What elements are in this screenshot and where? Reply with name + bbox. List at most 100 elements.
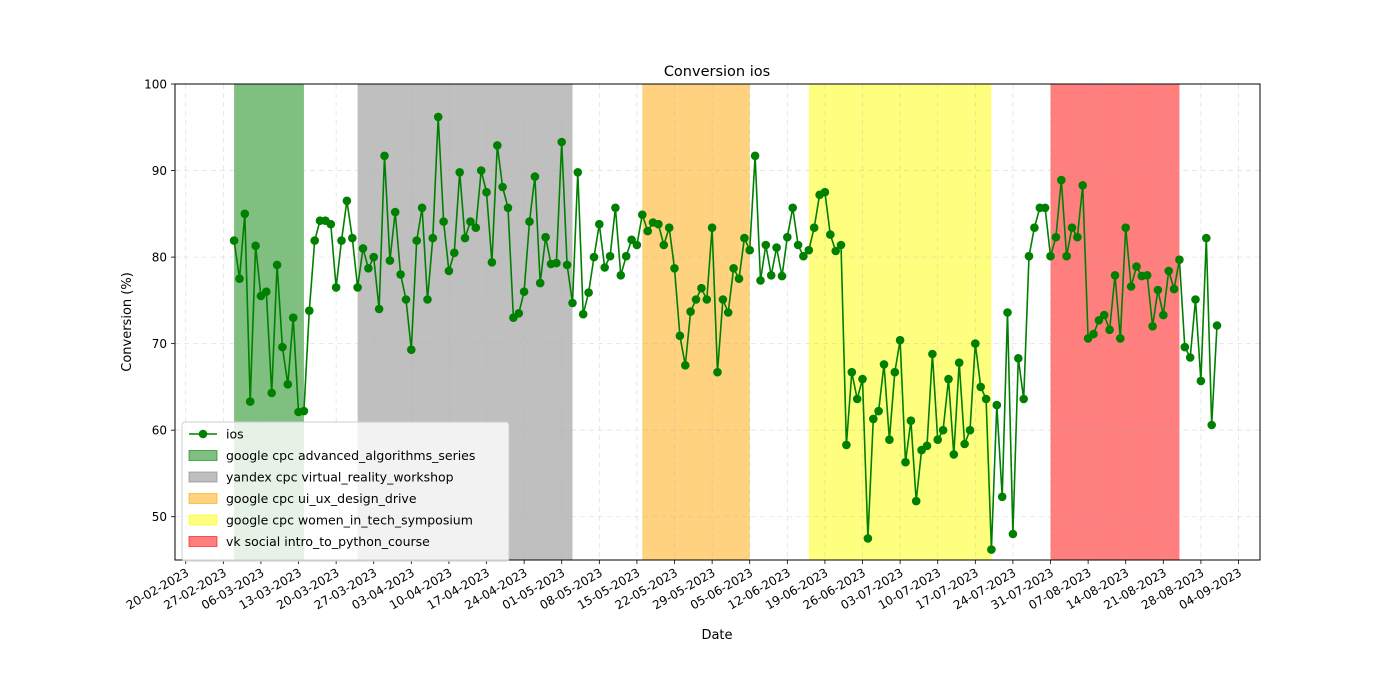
data-point — [879, 360, 889, 369]
data-point — [670, 264, 679, 273]
data-point — [525, 217, 534, 226]
data-point — [729, 264, 738, 273]
data-point — [450, 248, 459, 258]
data-point — [1046, 251, 1055, 261]
data-point — [1073, 232, 1082, 242]
data-point — [702, 295, 712, 304]
data-point — [455, 168, 465, 177]
data-point — [310, 236, 320, 245]
data-point — [428, 233, 438, 243]
data-point — [235, 274, 244, 284]
data-point — [1212, 321, 1222, 330]
data-point — [664, 223, 674, 232]
data-point — [718, 295, 728, 304]
data-point — [1164, 266, 1173, 276]
data-point — [1121, 223, 1130, 232]
data-point — [1094, 316, 1104, 325]
data-point — [654, 219, 663, 229]
data-point — [541, 232, 550, 242]
data-point — [1185, 353, 1195, 362]
data-point — [229, 236, 239, 245]
data-point — [852, 394, 862, 404]
data-point — [756, 276, 765, 285]
data-point — [740, 233, 749, 243]
data-point — [772, 243, 781, 252]
data-point — [643, 226, 652, 236]
data-point — [262, 287, 271, 297]
data-point — [573, 168, 583, 177]
data-point — [922, 441, 932, 451]
data-point — [251, 241, 260, 251]
data-point — [611, 203, 620, 213]
data-point — [1019, 394, 1028, 404]
data-point — [1207, 420, 1216, 430]
data-point — [675, 331, 685, 341]
data-point — [890, 367, 900, 377]
data-point — [1024, 251, 1034, 261]
data-point — [530, 172, 540, 181]
data-point — [552, 258, 561, 268]
legend-label: google cpc advanced_algorithms_series — [226, 448, 475, 463]
data-point — [885, 435, 894, 445]
data-point — [858, 374, 867, 384]
data-point — [992, 400, 1002, 410]
data-point — [578, 309, 588, 319]
data-point — [444, 266, 454, 276]
data-point — [954, 358, 964, 368]
data-point — [1051, 232, 1061, 242]
data-point — [1110, 271, 1120, 280]
x-axis-label: Date — [701, 628, 732, 643]
data-point — [809, 223, 819, 232]
data-point — [863, 534, 873, 543]
data-point — [283, 380, 293, 389]
legend-label: vk social intro_to_python_course — [226, 534, 430, 549]
data-point — [906, 416, 916, 426]
data-point — [659, 240, 669, 250]
data-point — [761, 240, 771, 250]
data-point — [981, 394, 991, 404]
data-point — [493, 141, 502, 150]
data-point — [691, 295, 701, 304]
legend-band-swatch — [188, 514, 218, 526]
data-point — [1062, 251, 1071, 261]
data-point — [401, 295, 411, 304]
data-point — [734, 274, 744, 284]
y-tick-label: 70 — [152, 337, 167, 351]
data-point — [417, 203, 427, 213]
y-axis: 50 60 70 80 90 100 — [144, 78, 175, 524]
legend-band-swatch — [188, 471, 218, 483]
data-point — [723, 308, 733, 317]
data-point — [390, 207, 400, 217]
data-point — [514, 309, 524, 318]
campaign-band — [808, 84, 992, 560]
data-point — [1116, 334, 1125, 343]
data-point — [1105, 325, 1114, 335]
data-point — [697, 283, 706, 293]
data-point — [842, 440, 851, 450]
legend-label: google cpc women_in_tech_symposium — [226, 513, 473, 528]
data-point — [971, 339, 980, 348]
data-point — [933, 435, 942, 445]
y-axis-label: Conversion (%) — [120, 272, 135, 372]
data-point — [681, 361, 690, 370]
legend-band-swatch — [188, 450, 218, 461]
legend-box — [181, 421, 510, 562]
data-point — [804, 245, 814, 255]
data-point — [1169, 284, 1179, 294]
data-point — [562, 260, 572, 270]
data-point — [928, 349, 937, 359]
data-point — [1175, 255, 1184, 264]
data-point — [1003, 308, 1012, 317]
data-point — [331, 283, 341, 292]
data-point — [498, 182, 507, 192]
y-tick-label: 90 — [152, 164, 167, 178]
data-point — [557, 137, 566, 147]
data-point — [901, 457, 910, 467]
data-point — [358, 244, 368, 253]
data-point — [1148, 322, 1157, 331]
legend-label: yandex cpc virtual_reality_workshop — [226, 470, 454, 485]
data-point — [589, 252, 599, 262]
data-point — [911, 496, 921, 506]
data-point — [869, 414, 878, 424]
data-point — [369, 252, 379, 262]
